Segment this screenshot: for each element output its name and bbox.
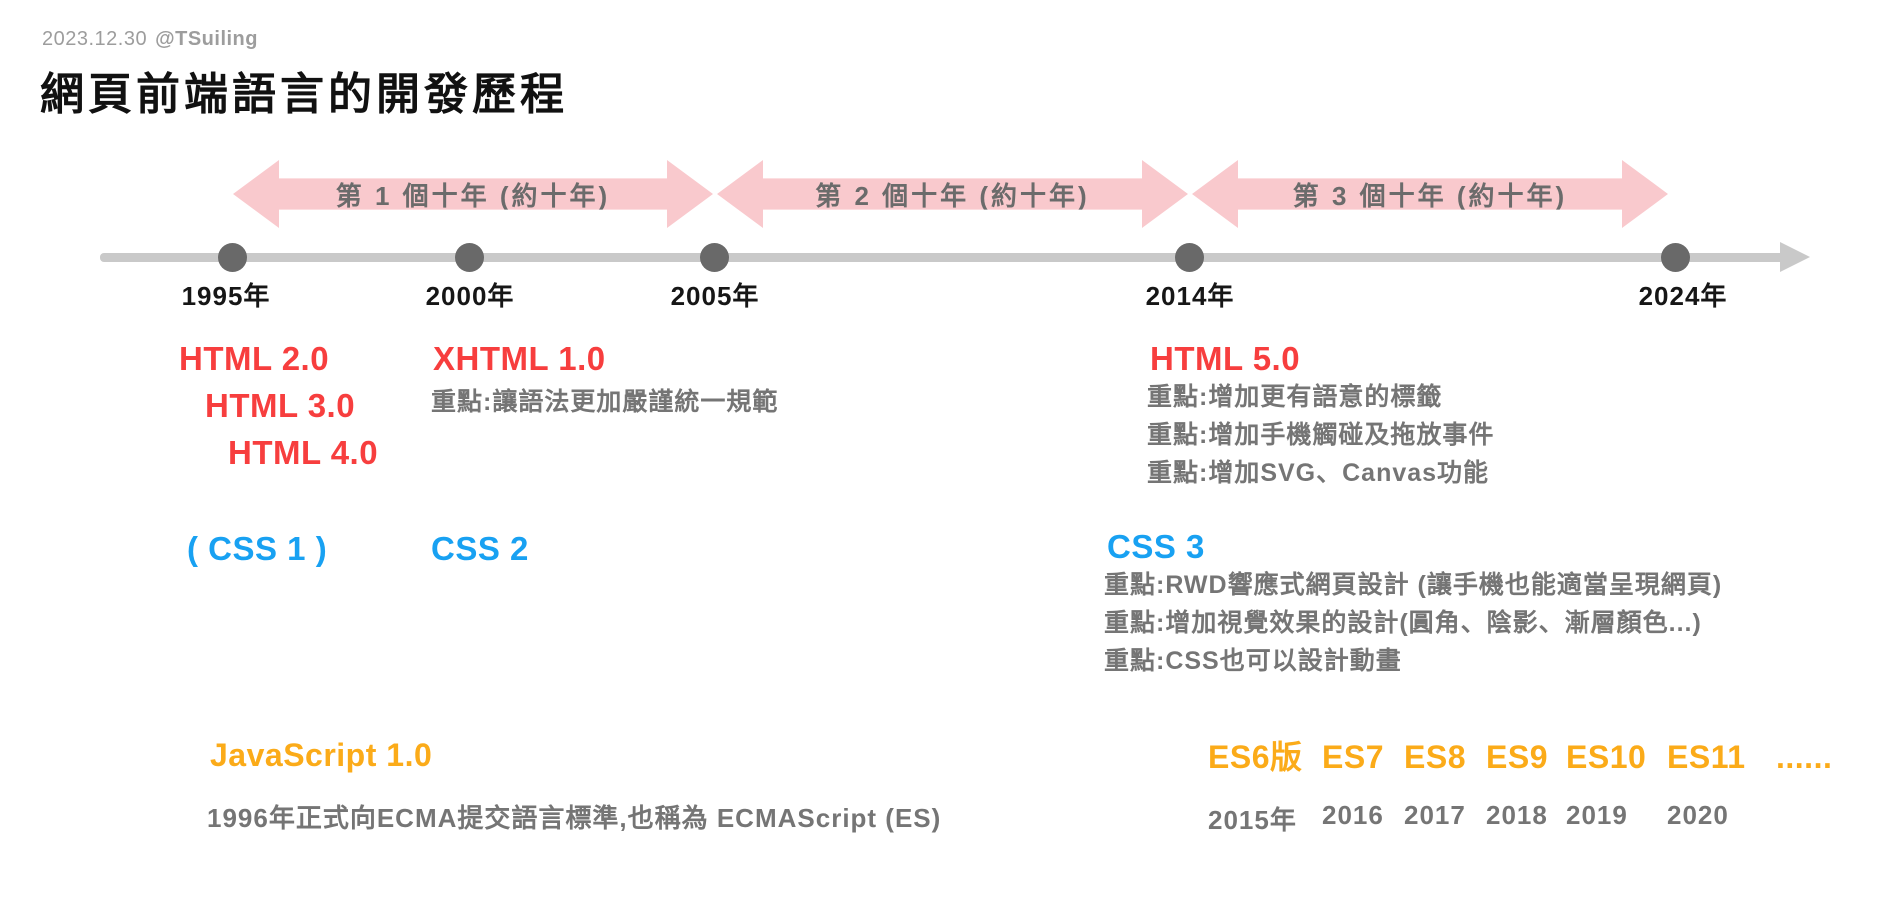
- es-column-es11: ES11 2020: [1667, 737, 1746, 831]
- timeline-dot-2000: [455, 243, 484, 272]
- es-column-es9: ES9 2018: [1486, 737, 1548, 831]
- html5-notes: 重點:增加更有語意的標籤 重點:增加手機觸碰及拖放事件 重點:增加SVG、Can…: [1147, 378, 1494, 492]
- es7-year: 2016: [1322, 800, 1384, 830]
- tick-label-2000: 2000年: [425, 281, 515, 311]
- author-handle: @TSuiling: [155, 28, 258, 50]
- decade-arrow-1: 第 1 個十年 (約十年): [233, 160, 713, 228]
- xhtml-label: XHTML 1.0: [433, 340, 606, 377]
- decade-arrow-2-label: 第 2 個十年 (約十年): [815, 180, 1090, 211]
- byline: 2023.12.30 @TSuiling: [42, 28, 258, 51]
- css2-label: CSS 2: [431, 530, 529, 567]
- timeline-axis: [100, 253, 1784, 262]
- timeline-dot-2024: [1661, 243, 1690, 272]
- timeline-arrowhead-icon: [1780, 242, 1810, 272]
- css3-label: CSS 3: [1107, 528, 1205, 565]
- page-title: 網頁前端語言的開發歷程: [40, 70, 568, 119]
- es8-label: ES8: [1404, 739, 1466, 775]
- html5-note-2: 重點:增加手機觸碰及拖放事件: [1147, 421, 1495, 449]
- es11-year: 2020: [1667, 800, 1729, 830]
- tick-label-1995: 1995年: [181, 281, 271, 311]
- es7-label: ES7: [1322, 739, 1384, 775]
- tick-label-2024: 2024年: [1638, 281, 1728, 311]
- css3-note-2: 重點:增加視覺效果的設計(圓角、陰影、漸層顏色...): [1104, 609, 1702, 637]
- es10-year: 2019: [1566, 800, 1628, 830]
- xhtml-note: 重點:讓語法更加嚴謹統一規範: [431, 388, 779, 416]
- timeline-dot-1995: [218, 243, 247, 272]
- timeline-dot-2014: [1175, 243, 1204, 272]
- html4-label: HTML 4.0: [228, 434, 379, 471]
- es-column-es6: ES6版 2015年: [1208, 737, 1303, 837]
- html5-note-3: 重點:增加SVG、Canvas功能: [1147, 459, 1490, 487]
- decade-arrow-3-label: 第 3 個十年 (約十年): [1292, 180, 1568, 211]
- es6-year: 2015年: [1208, 805, 1297, 835]
- tick-label-2014: 2014年: [1145, 281, 1235, 311]
- es9-label: ES9: [1486, 739, 1548, 775]
- es9-year: 2018: [1486, 800, 1548, 830]
- es-column-es8: ES8 2017: [1404, 737, 1466, 831]
- es-column-es7: ES7 2016: [1322, 737, 1384, 831]
- timeline-dot-2005: [700, 243, 729, 272]
- es10-label: ES10: [1566, 739, 1647, 775]
- date-label: 2023.12.30: [42, 28, 148, 50]
- decade-arrow-2: 第 2 個十年 (約十年): [717, 160, 1188, 228]
- javascript-label: JavaScript 1.0: [210, 737, 433, 773]
- es6-label: ES6版: [1208, 739, 1303, 775]
- html5-note-1: 重點:增加更有語意的標籤: [1147, 383, 1443, 411]
- decade-arrow-1-label: 第 1 個十年 (約十年): [335, 180, 611, 211]
- es11-label: ES11: [1667, 739, 1746, 775]
- javascript-note: 1996年正式向ECMA提交語言標準,也稱為 ECMAScript (ES): [207, 803, 942, 833]
- css1-label: ( CSS 1 ): [187, 530, 328, 567]
- html3-label: HTML 3.0: [205, 387, 356, 424]
- es8-year: 2017: [1404, 800, 1466, 830]
- tick-label-2005: 2005年: [670, 281, 760, 311]
- css3-note-1: 重點:RWD響應式網頁設計 (讓手機也能適當呈現網頁): [1104, 571, 1723, 599]
- html5-label: HTML 5.0: [1150, 340, 1301, 377]
- css3-notes: 重點:RWD響應式網頁設計 (讓手機也能適當呈現網頁) 重點:增加視覺效果的設計…: [1104, 566, 1722, 680]
- css3-note-3: 重點:CSS也可以設計動畫: [1104, 647, 1402, 675]
- decade-arrow-3: 第 3 個十年 (約十年): [1192, 160, 1668, 228]
- es-column-more: ......: [1776, 737, 1832, 800]
- es-column-es10: ES10 2019: [1566, 737, 1646, 831]
- es-ellipsis-label: ......: [1776, 739, 1833, 775]
- html2-label: HTML 2.0: [179, 340, 330, 377]
